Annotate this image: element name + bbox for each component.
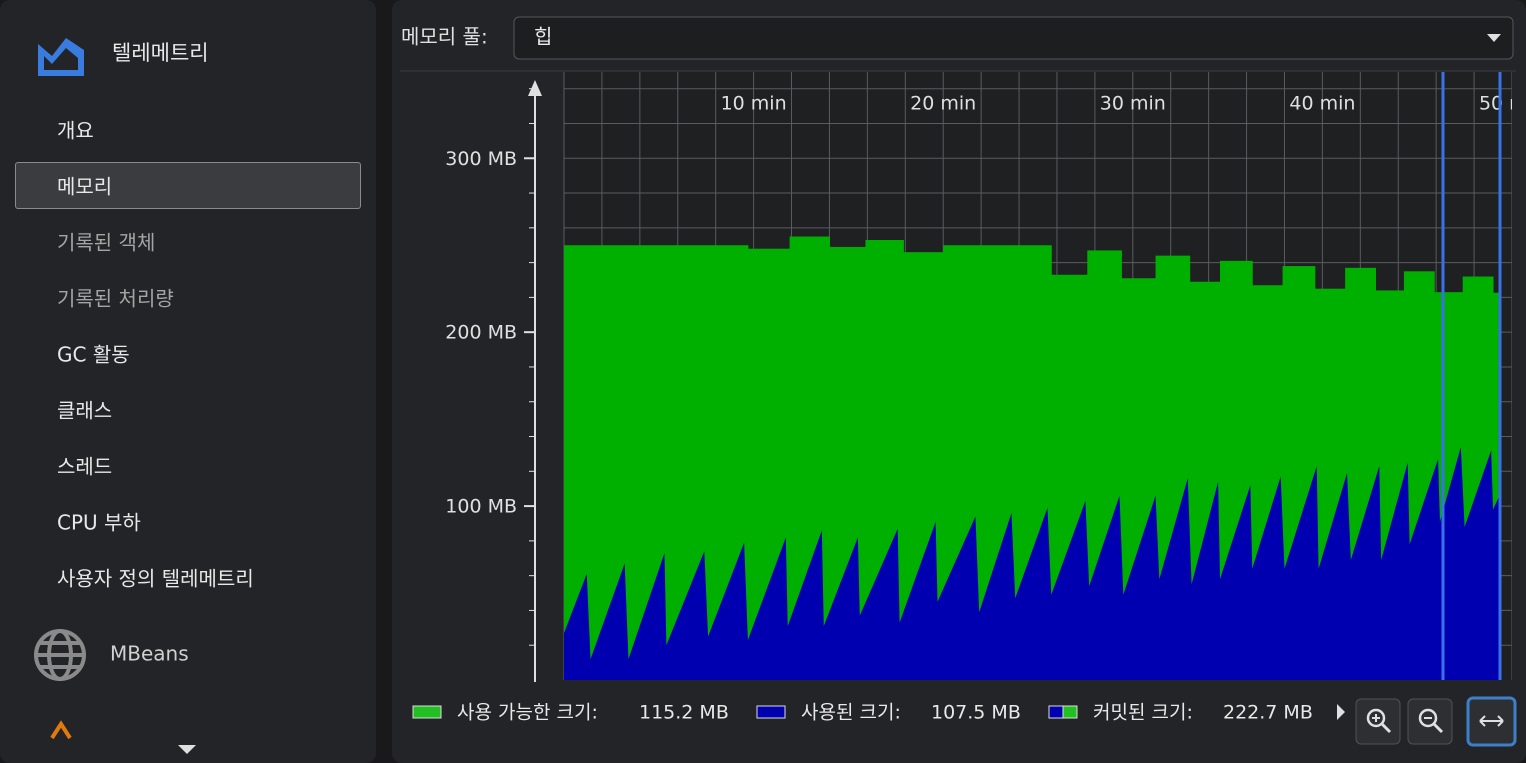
telemetry-icon-inner: [44, 48, 78, 70]
nav-item[interactable]: CPU 부하: [57, 510, 141, 535]
legend-value: 115.2 MB: [639, 702, 729, 724]
fit-width[interactable]: [1466, 696, 1517, 747]
y-tick-label: 200 MB: [445, 322, 517, 344]
legend-swatch: [1062, 705, 1078, 719]
sidebar: [0, 0, 376, 763]
globe-icon: [34, 629, 86, 681]
nav-item[interactable]: 기록된 객체: [57, 230, 156, 255]
legend-name: 사용 가능한 크기:: [457, 702, 598, 724]
sidebar-title: 텔레메트리: [112, 41, 209, 65]
nav-item[interactable]: 클래스: [57, 398, 113, 423]
x-tick-label: 20 min: [910, 93, 976, 115]
legend-name: 커밋된 크기:: [1093, 702, 1193, 724]
sidebar-section[interactable]: MBeans: [110, 642, 189, 666]
pool-label: 메모리 풀:: [401, 25, 488, 49]
legend-more[interactable]: [1337, 704, 1345, 720]
nav-item[interactable]: 개요: [57, 118, 94, 143]
x-tick-label: 10 min: [721, 93, 787, 115]
zoom-in[interactable]: [1355, 698, 1401, 745]
y-tick-label: 300 MB: [445, 148, 517, 170]
x-tick-label: 30 min: [1100, 93, 1166, 115]
selected-box: [15, 162, 361, 209]
dropdown-arrow[interactable]: [1487, 34, 1501, 42]
y-tick-label: 100 MB: [445, 496, 517, 518]
committed-step: [1493, 292, 1502, 680]
legend-swatch: [756, 705, 786, 719]
plugin-icon: [50, 720, 72, 740]
legend-value: 222.7 MB: [1223, 702, 1313, 724]
zoom-out[interactable]: [1407, 698, 1453, 745]
nav-item[interactable]: GC 활동: [57, 342, 130, 367]
nav-item[interactable]: 기록된 처리량: [57, 286, 174, 311]
legend-name: 사용된 크기:: [801, 702, 901, 724]
nav-item[interactable]: 사용자 정의 텔레메트리: [57, 566, 254, 591]
legend-swatch: [412, 705, 442, 719]
nav-item[interactable]: 메모리: [57, 174, 113, 199]
y-axis-arrow: [528, 80, 542, 96]
x-tick-label: 40 min: [1289, 93, 1355, 115]
legend-value: 107.5 MB: [931, 702, 1021, 724]
x-tick-label: 50 min: [1479, 93, 1526, 115]
pool-value: 힙: [534, 25, 552, 49]
pool-dropdown[interactable]: [513, 16, 1514, 60]
used-area: [564, 446, 1501, 680]
scroll-down[interactable]: [178, 745, 196, 754]
nav-item[interactable]: 스레드: [57, 454, 113, 479]
